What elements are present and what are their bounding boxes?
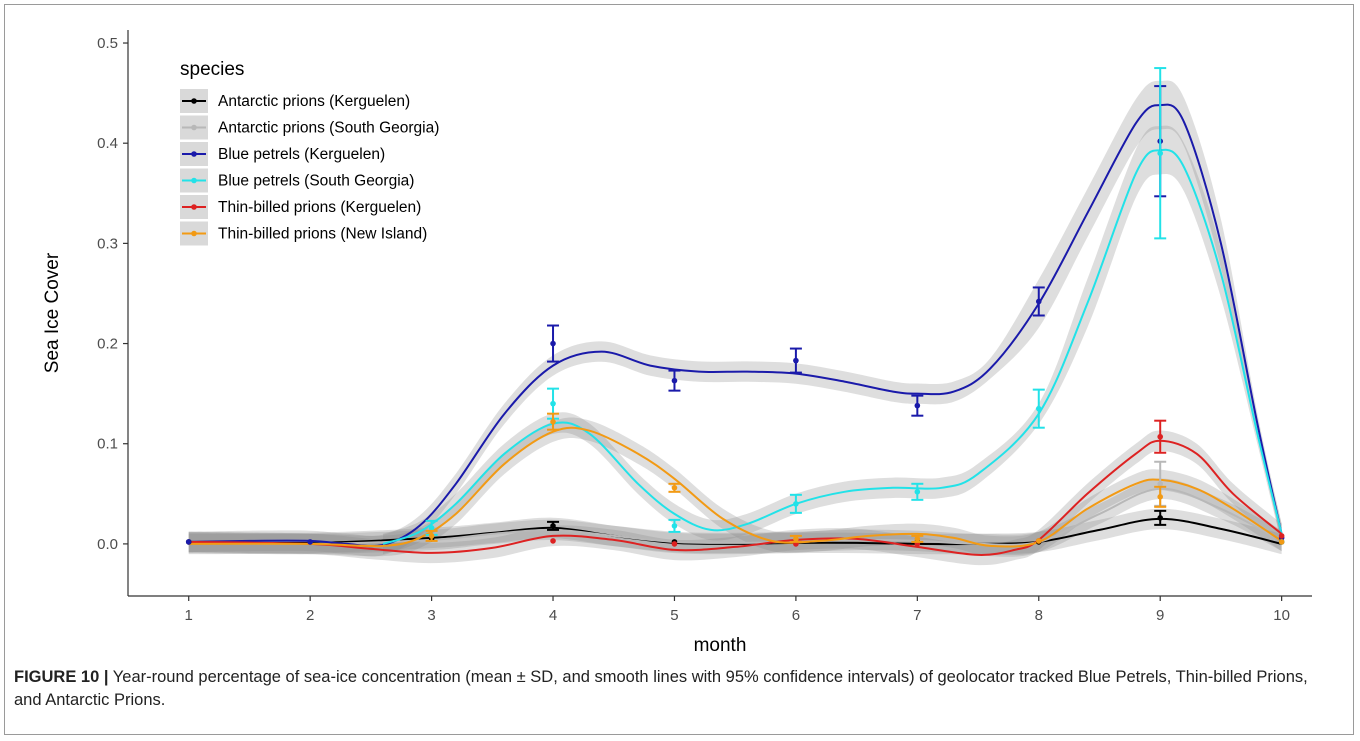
data-point-4-0 (550, 538, 556, 544)
data-point-4-6 (1278, 533, 1285, 539)
data-point-2-6 (1035, 298, 1042, 305)
data-point-5-4 (914, 536, 921, 542)
legend: species Antarctic prions (Kerguelen) Antar… (180, 59, 439, 246)
legend-label-2: Blue petrels (Kerguelen) (218, 146, 385, 163)
data-point-3-6 (1157, 150, 1164, 157)
error-bars (185, 67, 1285, 547)
axes: 1 2 3 4 5 6 7 8 9 10 0.0 0.1 0.2 0.3 0.4 0.5 month Sea Ic… (42, 30, 1312, 656)
data-point-5-1 (550, 418, 556, 425)
legend-label-3: Blue petrels (South Georgia) (218, 173, 414, 190)
data-point-0-2 (550, 523, 556, 529)
y-tick-label-0: 0.0 (97, 536, 118, 553)
legend-title: species (180, 59, 244, 80)
y-tick-label-4: 0.4 (97, 135, 118, 152)
smooth-line-4 (188, 439, 1283, 556)
data-point-3-0 (428, 525, 435, 531)
data-point-2-0 (185, 539, 192, 545)
x-tick-label-0: 1 (185, 607, 193, 624)
confidence-band-2 (188, 80, 1282, 557)
data-point-1-0 (1157, 481, 1164, 487)
data-point-2-3 (671, 377, 678, 384)
y-tick-label-2: 0.2 (97, 336, 118, 353)
figure-caption: FIGURE 10 | Year-round percentage of sea… (14, 666, 1334, 712)
confidence-band-4 (188, 430, 1282, 566)
data-point-3-5 (1035, 405, 1042, 412)
data-point-5-3 (793, 536, 799, 542)
data-point-4-1 (671, 541, 678, 547)
data-point-2-5 (914, 402, 921, 409)
x-tick-label-9: 10 (1273, 607, 1290, 624)
legend-key-point-1 (191, 124, 197, 131)
y-tick-label-3: 0.3 (97, 235, 118, 252)
legend-key-point-4 (191, 204, 197, 210)
x-axis-label: month (694, 635, 747, 656)
y-tick-label-1: 0.1 (97, 436, 118, 453)
data-point-2-2 (550, 340, 556, 347)
x-tick-label-7: 8 (1035, 607, 1043, 624)
legend-key-point-2 (191, 151, 197, 157)
x-tick-label-4: 5 (670, 607, 678, 624)
data-point-5-7 (1278, 539, 1285, 545)
legend-key-point-0 (191, 98, 197, 104)
legend-label-4: Thin-billed prions (Kerguelen) (218, 199, 421, 216)
data-point-2-4 (793, 357, 799, 364)
legend-key-point-5 (191, 230, 197, 237)
smooth-line-2 (188, 103, 1283, 548)
x-tick-label-3: 4 (549, 607, 557, 624)
x-tick-label-1: 2 (306, 607, 314, 624)
data-point-3-4 (914, 489, 921, 495)
y-axis-label: Sea Ice Cover (42, 252, 63, 373)
data-point-3-1 (550, 400, 556, 407)
x-tick-label-6: 7 (913, 607, 921, 624)
y-tick-label-5: 0.5 (97, 35, 118, 52)
data-point-5-6 (1157, 494, 1164, 500)
data-point-5-2 (671, 485, 678, 491)
data-point-3-2 (671, 523, 678, 529)
legend-label-5: Thin-billed prions (New Island) (218, 226, 427, 243)
legend-label-0: Antarctic prions (Kerguelen) (218, 93, 410, 110)
data-point-5-0 (428, 533, 435, 539)
x-tick-label-2: 3 (427, 607, 435, 624)
data-point-5-5 (1035, 538, 1042, 544)
data-point-3-3 (793, 501, 799, 507)
legend-label-1: Antarctic prions (South Georgia) (218, 120, 439, 137)
caption-label: FIGURE 10 | (14, 668, 109, 686)
data-point-4-5 (1157, 433, 1164, 440)
data-point-0-6 (1157, 515, 1164, 521)
data-point-2-1 (307, 539, 313, 545)
x-tick-label-5: 6 (792, 607, 800, 624)
x-tick-label-8: 9 (1156, 607, 1164, 624)
confidence-band-3 (383, 125, 1282, 555)
legend-key-point-3 (191, 177, 197, 184)
caption-text: Year-round percentage of sea-ice concent… (14, 668, 1308, 709)
